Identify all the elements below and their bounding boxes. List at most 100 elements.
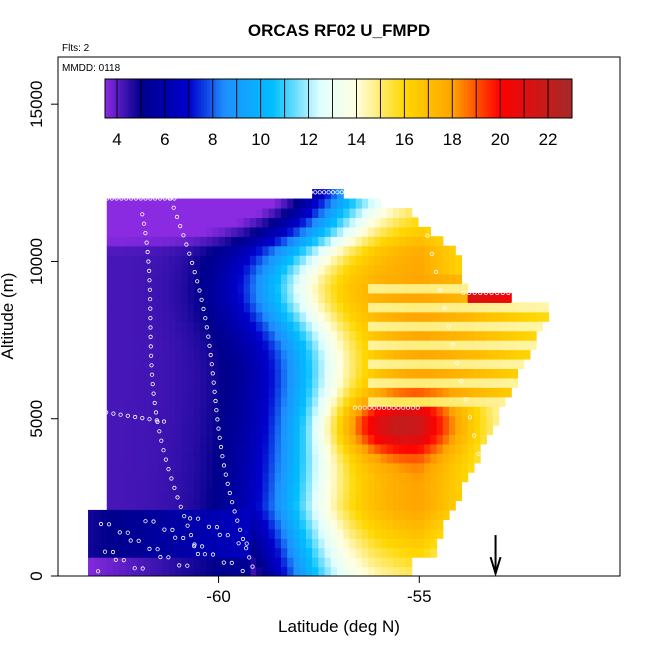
heat-cell [355, 349, 363, 360]
heat-cell [150, 264, 158, 275]
heat-cell [299, 321, 307, 332]
heat-cell [181, 500, 189, 511]
colorbar-segment [455, 79, 459, 118]
colorbar-segment [250, 79, 255, 118]
heat-cell [137, 217, 145, 228]
heat-cell [256, 547, 263, 558]
heat-cell [249, 528, 257, 539]
heat-cell [392, 462, 400, 473]
heat-cell [355, 358, 363, 369]
heat-cell [206, 462, 214, 473]
heat-cell [305, 509, 313, 520]
heat-cell [380, 509, 388, 520]
heat-cell [336, 207, 344, 219]
heat-cell [361, 330, 369, 341]
heat-cell [386, 292, 394, 303]
colorbar-tick-label: 20 [491, 130, 510, 149]
track-point [195, 551, 200, 557]
heatmap-cells [88, 189, 550, 576]
heat-cell [492, 387, 500, 398]
heat-cell [349, 349, 357, 360]
heat-cell [467, 406, 475, 417]
track-point [114, 196, 119, 201]
heat-cell [156, 528, 164, 539]
heat-cell [262, 236, 270, 247]
colorbar-segment [493, 79, 497, 118]
heat-cell [175, 453, 183, 464]
heat-cell [386, 283, 394, 294]
heat-cell [125, 311, 133, 322]
track-point [215, 417, 220, 422]
heat-cell [343, 538, 351, 549]
colorbar-segment [248, 79, 252, 118]
heat-cell [94, 547, 102, 558]
heat-cell [256, 340, 263, 351]
heat-cell [150, 547, 158, 558]
heat-cell [392, 434, 400, 445]
heat-cell [411, 528, 419, 539]
heat-cell [336, 302, 344, 313]
heat-cell [368, 557, 375, 568]
heat-cell [274, 226, 282, 237]
heat-cell [436, 434, 444, 445]
heat-cell [262, 226, 270, 237]
heat-cell [162, 509, 170, 520]
heat-cell [218, 425, 226, 436]
heat-cell [212, 226, 220, 237]
heat-cell [424, 368, 431, 379]
heat-cell [405, 396, 413, 407]
heat-cell [498, 396, 506, 407]
heat-cell [125, 453, 133, 464]
heat-cell [343, 198, 351, 209]
heat-cell [144, 368, 151, 379]
heat-cell [355, 311, 363, 322]
heat-cell [224, 557, 232, 568]
heat-cell [231, 330, 239, 341]
heat-cell [218, 368, 226, 379]
heat-cell [119, 255, 127, 266]
heat-cell [448, 274, 456, 285]
heat-cell [169, 481, 176, 492]
heat-cell [113, 481, 120, 492]
track-point [104, 410, 109, 415]
heat-cell [343, 245, 351, 256]
colorbar-segment [478, 79, 483, 118]
heat-cell [113, 519, 120, 530]
heat-cell [380, 330, 388, 341]
heat-cell [417, 358, 425, 369]
heat-cell [417, 349, 425, 360]
heat-cell [312, 368, 319, 379]
heat-cell [417, 330, 425, 341]
heat-cell [504, 321, 512, 332]
heat-cell [330, 302, 338, 313]
heat-cell [405, 311, 413, 322]
heat-cell [299, 236, 307, 247]
heat-cell [268, 377, 276, 388]
heat-cell [231, 481, 239, 492]
heat-cell [436, 481, 444, 492]
colorbar-segment [452, 79, 456, 118]
heat-cell [131, 425, 139, 436]
heat-cell [274, 198, 282, 209]
track-point [326, 190, 331, 195]
colorbar-segment [285, 79, 290, 118]
heat-cell [280, 481, 288, 492]
heat-cell [218, 340, 226, 351]
colorbar-segment [318, 79, 322, 118]
heat-cell [113, 425, 120, 436]
heat-cell [299, 453, 307, 464]
heat-cell [106, 462, 114, 473]
heat-cell [430, 434, 438, 445]
heat-cell [113, 302, 120, 313]
heat-cell [249, 387, 257, 398]
heat-cell [231, 368, 239, 379]
colorbar-segment [364, 79, 369, 118]
heat-cell [144, 358, 151, 369]
heat-cell [330, 453, 338, 464]
heat-cell [299, 302, 307, 313]
heat-cell [249, 358, 257, 369]
heat-cell [206, 481, 214, 492]
heat-cell [455, 311, 463, 322]
heat-cell [343, 349, 351, 360]
colorbar-segment [428, 79, 433, 118]
